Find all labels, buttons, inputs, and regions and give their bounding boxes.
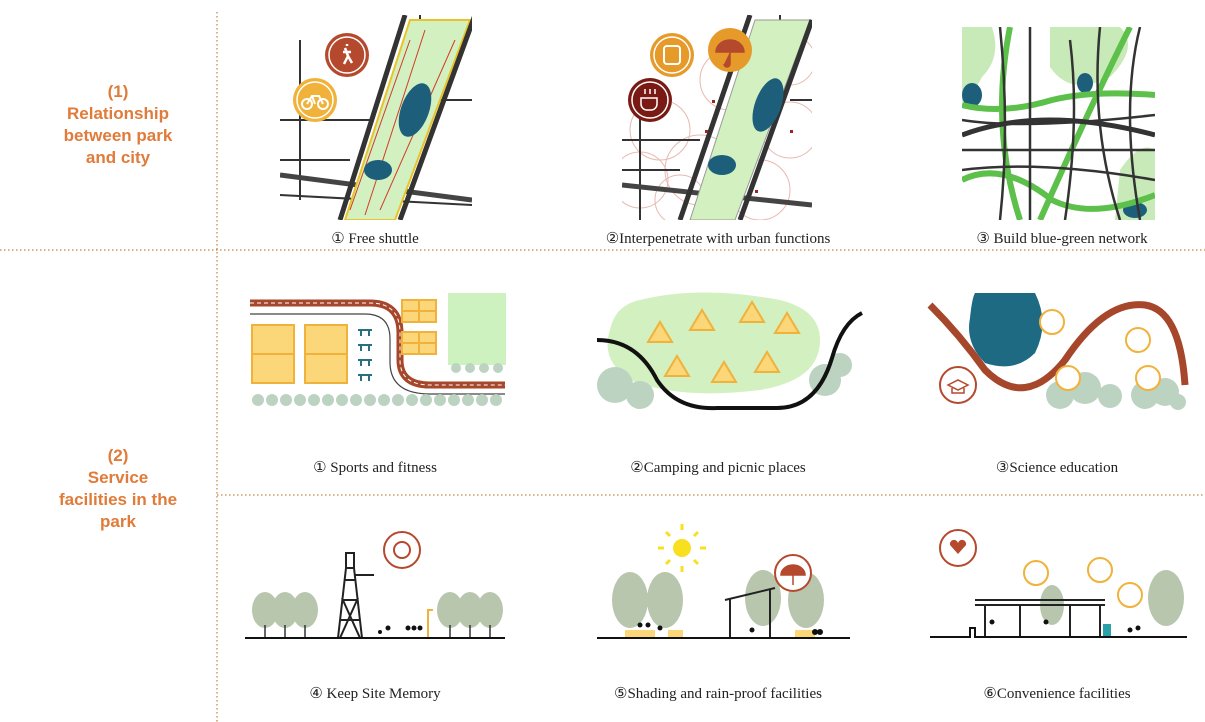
label-line: (1) — [108, 82, 129, 101]
section-label: (1) Relationship between park and city — [64, 82, 173, 167]
caption: ②Camping and picnic places — [630, 460, 806, 476]
caption: ① Free shuttle — [331, 231, 419, 247]
label-line: (2) — [108, 446, 129, 465]
label-line: park — [100, 512, 136, 531]
section-label: (2) Service facilities in the park — [59, 446, 177, 531]
map-free-shuttle — [280, 15, 472, 220]
map-urban-functions — [622, 15, 812, 220]
illustration-site-memory — [245, 531, 505, 639]
caption: ④ Keep Site Memory — [309, 686, 441, 702]
map-blue-green — [962, 27, 1155, 220]
illustration-science — [927, 293, 1189, 410]
label-line: and city — [86, 148, 151, 167]
illustration-convenience — [930, 529, 1187, 638]
illustration-camping — [596, 292, 863, 411]
illustration-shading — [597, 524, 850, 639]
caption: ⑤Shading and rain-proof facilities — [614, 686, 822, 702]
label-line: between park — [64, 126, 173, 145]
icon-coffee — [628, 78, 672, 122]
caption: ③Science education — [996, 460, 1119, 476]
caption: ③ Build blue-green network — [976, 231, 1148, 247]
icon-chair — [650, 33, 694, 77]
caption: ① Sports and fitness — [313, 460, 437, 476]
label-line: facilities in the — [59, 490, 177, 509]
label-line: Relationship — [67, 104, 169, 123]
caption: ⑥Convenience facilities — [983, 686, 1130, 702]
icon-bike — [293, 78, 337, 122]
label-line: Service — [88, 468, 149, 487]
illustration-sports — [250, 293, 506, 406]
caption: ②Interpenetrate with urban functions — [606, 231, 831, 247]
